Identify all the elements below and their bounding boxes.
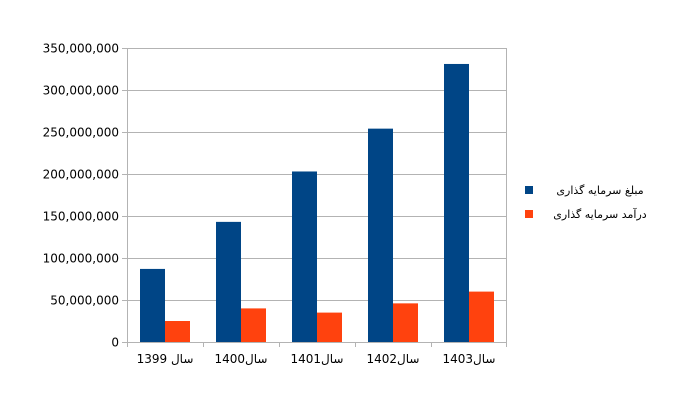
bar-investment-income	[241, 308, 266, 342]
y-tick-label: 200,000,000	[43, 168, 119, 182]
y-tick-label: 300,000,000	[43, 84, 119, 98]
x-axis: سال 1399 سال1400 سال1401 سال1402 سال1403	[137, 342, 496, 366]
bar-investment-amount	[292, 171, 317, 342]
x-category-label: سال1403	[443, 352, 496, 366]
bar-investment-income	[165, 321, 190, 342]
y-tick-label: 50,000,000	[50, 294, 119, 308]
bar-investment-income	[317, 312, 342, 342]
bar-investment-amount	[444, 63, 469, 343]
legend: مبلغ سرمایه گذاری درآمد سرمایه گذاری	[525, 184, 647, 221]
y-tick-label: 150,000,000	[43, 210, 119, 224]
y-tick-label: 250,000,000	[43, 126, 119, 140]
y-axis: 0 50,000,000 100,000,000 150,000,000 200,000…	[43, 42, 507, 350]
y-tick-label: 350,000,000	[43, 42, 119, 56]
x-category-label: سال 1399	[137, 352, 194, 366]
x-category-label: سال1401	[291, 352, 344, 366]
legend-label: درآمد سرمایه گذاری	[553, 207, 647, 221]
bar-investment-income	[469, 291, 494, 342]
bar-investment-income	[393, 303, 418, 342]
y-tick-label: 100,000,000	[43, 252, 119, 266]
bar-investment-amount	[216, 221, 241, 342]
bar-investment-amount	[140, 268, 165, 342]
y-tick-label: 0	[111, 336, 119, 350]
bars	[140, 63, 494, 343]
bar-investment-amount	[368, 128, 393, 342]
legend-label: مبلغ سرمایه گذاری	[556, 184, 643, 197]
x-category-label: سال1402	[367, 352, 420, 366]
legend-swatch	[525, 186, 533, 194]
legend-swatch	[525, 210, 533, 218]
x-category-label: سال1400	[215, 352, 268, 366]
